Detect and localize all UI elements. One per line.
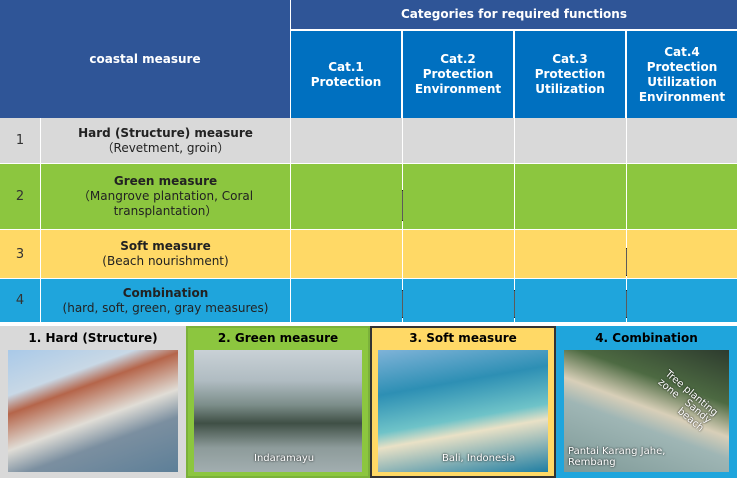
- cell: [403, 279, 514, 322]
- header-top: Categories for required functions: [291, 0, 737, 29]
- row-number-text: 2: [15, 189, 25, 204]
- cell: [515, 279, 626, 322]
- photo: Indaramayu: [194, 350, 362, 472]
- photo-panel: 2. Green measure Indaramayu: [186, 326, 370, 478]
- row-label: Combination (hard, soft, green, gray meas…: [41, 279, 290, 322]
- row-number-text: 3: [15, 246, 25, 262]
- row-detail: (Beach nourishment): [102, 254, 229, 268]
- row-detail: （Mangrove plantation, Coral transplantat…: [77, 189, 254, 218]
- header-label: Categories for required functions: [401, 7, 627, 21]
- row-detail: （Revetment, groin）: [101, 140, 230, 155]
- row-name: Green measure: [113, 174, 218, 188]
- header-label: coastal measure: [89, 51, 201, 66]
- cell: [403, 230, 514, 278]
- category-line: Environment: [414, 82, 502, 96]
- cell: [403, 164, 514, 229]
- photo-panel: 4. Combination Pantai Karang Jahe, Remban…: [556, 326, 737, 478]
- photo-caption: Indaramayu: [254, 453, 315, 464]
- row-number-text: 4: [15, 293, 25, 308]
- category-line: Protection: [646, 59, 718, 74]
- cell: [627, 118, 737, 163]
- row-number-text: 1: [15, 133, 25, 148]
- category-header: Cat.2 Protection Environment: [403, 31, 513, 118]
- photo-caption: Bali, Indonesia: [442, 453, 516, 464]
- category-header: Cat.4 Protection Utilization Environment: [627, 31, 737, 118]
- cell: [291, 230, 402, 278]
- category-line: Protection: [534, 67, 606, 81]
- row-label: Soft measure (Beach nourishment): [41, 230, 290, 278]
- photo-caption: Pantai Karang Jahe, Rembang: [568, 446, 666, 468]
- photo: [8, 350, 178, 472]
- category-header: Cat.3 Protection Utilization: [515, 31, 625, 118]
- category-line: Utilization: [535, 82, 605, 96]
- row-detail: (hard, soft, green, gray measures): [62, 300, 269, 315]
- row-number: 1: [0, 118, 40, 163]
- cell: [627, 230, 737, 278]
- cell: [515, 118, 626, 163]
- cell: [627, 164, 737, 229]
- row-number: 4: [0, 279, 40, 322]
- category-header: Cat.1 Protection: [291, 31, 401, 118]
- cell: [515, 230, 626, 278]
- photo-title: 2. Green measure: [217, 331, 339, 345]
- photo-panel: 3. Soft measure Bali, Indonesia: [370, 326, 556, 478]
- cell: [291, 118, 402, 163]
- cell: [515, 164, 626, 229]
- photo: Bali, Indonesia: [378, 350, 548, 472]
- cell: [291, 279, 402, 322]
- row-number: 3: [0, 230, 40, 278]
- category-line: Protection: [310, 74, 382, 89]
- photo-title: 1. Hard (Structure): [28, 331, 158, 345]
- row-name: Soft measure: [120, 239, 211, 253]
- cell: [291, 164, 402, 229]
- photo: Pantai Karang Jahe, Rembang Tree planting…: [564, 350, 729, 472]
- photo-title: 3. Soft measure: [409, 331, 517, 345]
- category-line: Cat.4: [664, 44, 700, 59]
- row-label: Hard (Structure) measure （Revetment, groi…: [41, 118, 290, 163]
- category-line: Cat.1: [328, 59, 364, 74]
- row-label: Green measure （Mangrove plantation, Coral…: [41, 164, 290, 229]
- category-line: Cat.3: [552, 52, 588, 66]
- photo-title: 4. Combination: [595, 331, 698, 345]
- category-line: Environment: [638, 89, 726, 104]
- category-line: Cat.2: [440, 52, 476, 66]
- photo-panel: 1. Hard (Structure): [0, 326, 186, 478]
- row-name: Hard (Structure) measure: [78, 125, 253, 140]
- row-number: 2: [0, 164, 40, 229]
- cell: [627, 279, 737, 322]
- cell: [403, 118, 514, 163]
- category-line: Utilization: [647, 74, 717, 89]
- header-left: coastal measure: [0, 0, 290, 118]
- row-name: Combination: [122, 285, 209, 300]
- category-line: Protection: [422, 67, 494, 81]
